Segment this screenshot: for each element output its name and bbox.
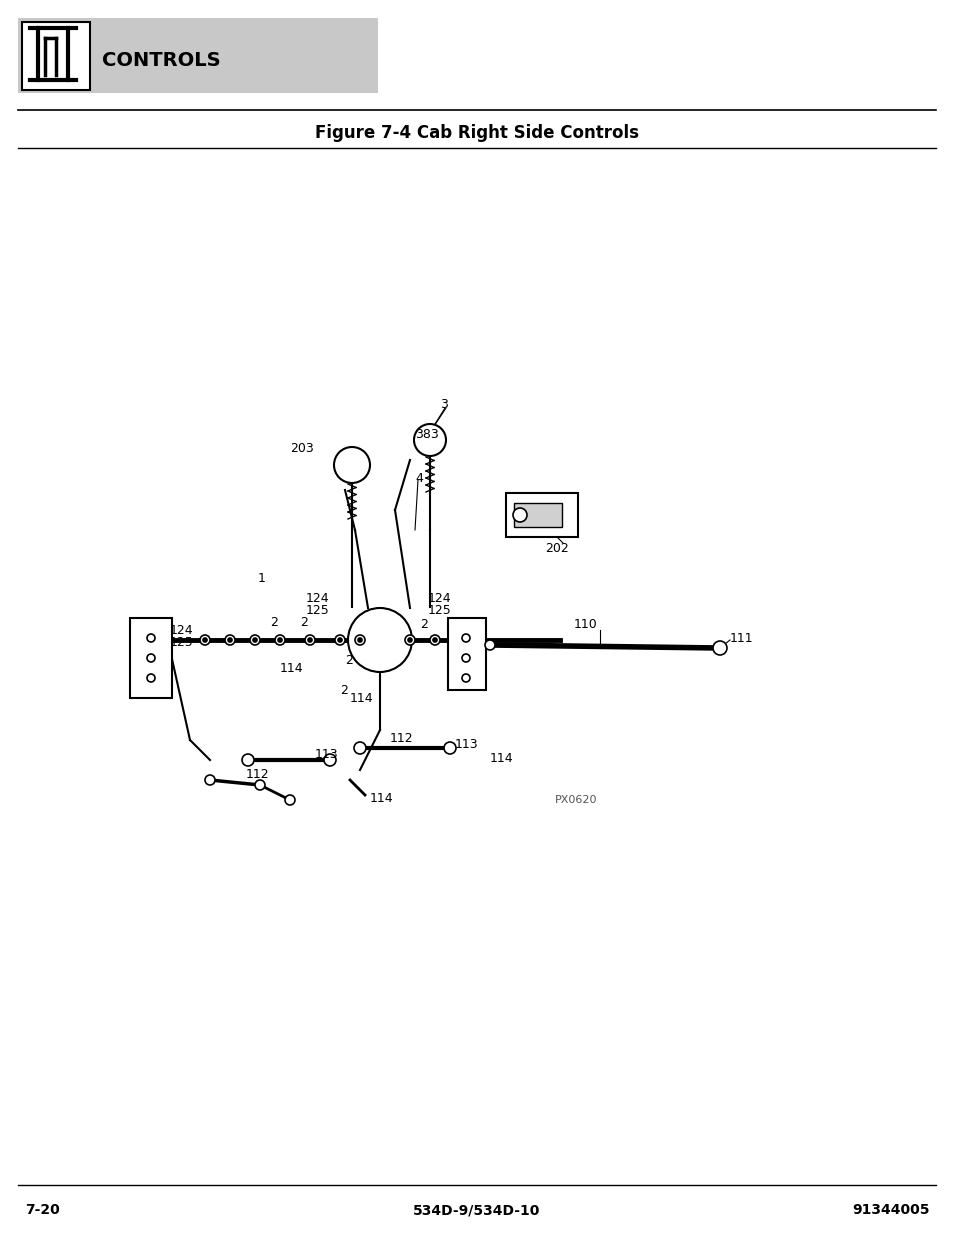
Circle shape — [461, 674, 470, 682]
Text: 2: 2 — [339, 683, 348, 697]
Text: 110: 110 — [574, 618, 598, 631]
Text: 1: 1 — [257, 572, 266, 584]
Text: 3: 3 — [439, 399, 447, 411]
Circle shape — [433, 638, 436, 642]
Circle shape — [250, 635, 260, 645]
Text: 114: 114 — [490, 752, 513, 764]
Text: 91344005: 91344005 — [852, 1203, 929, 1216]
Bar — [448, 618, 485, 690]
Bar — [130, 618, 172, 698]
Circle shape — [254, 781, 265, 790]
Text: Figure 7-4 Cab Right Side Controls: Figure 7-4 Cab Right Side Controls — [314, 124, 639, 142]
Circle shape — [205, 776, 214, 785]
Circle shape — [484, 640, 495, 650]
Text: 124: 124 — [170, 624, 193, 636]
Circle shape — [354, 742, 366, 755]
Circle shape — [712, 641, 726, 655]
Text: 202: 202 — [544, 541, 568, 555]
Circle shape — [357, 638, 361, 642]
Circle shape — [242, 755, 253, 766]
Circle shape — [228, 638, 232, 642]
Text: 111: 111 — [729, 631, 753, 645]
Circle shape — [324, 755, 335, 766]
Text: 112: 112 — [390, 731, 414, 745]
Circle shape — [405, 635, 415, 645]
Text: 125: 125 — [306, 604, 330, 616]
Text: 2: 2 — [419, 619, 428, 631]
Text: 124: 124 — [306, 592, 330, 604]
Text: 114: 114 — [280, 662, 303, 674]
Text: 203: 203 — [290, 441, 314, 454]
Text: 383: 383 — [415, 429, 438, 441]
Circle shape — [335, 635, 345, 645]
Circle shape — [334, 447, 370, 483]
Text: 125: 125 — [170, 636, 193, 648]
Circle shape — [200, 635, 210, 645]
Circle shape — [308, 638, 312, 642]
Text: 124: 124 — [428, 592, 451, 604]
Text: 113: 113 — [455, 739, 478, 752]
Circle shape — [414, 424, 446, 456]
Circle shape — [147, 674, 154, 682]
Circle shape — [355, 635, 365, 645]
Circle shape — [408, 638, 412, 642]
Circle shape — [348, 608, 412, 672]
Circle shape — [285, 795, 294, 805]
Text: 2: 2 — [270, 615, 277, 629]
Circle shape — [337, 638, 341, 642]
Circle shape — [461, 655, 470, 662]
Text: 114: 114 — [350, 692, 374, 704]
Text: PX0620: PX0620 — [555, 795, 597, 805]
Bar — [22, 22, 90, 90]
Text: CONTROLS: CONTROLS — [102, 52, 220, 70]
Text: 125: 125 — [428, 604, 452, 616]
Text: 7-20: 7-20 — [25, 1203, 60, 1216]
Circle shape — [513, 508, 526, 522]
Circle shape — [147, 634, 154, 642]
Circle shape — [305, 635, 314, 645]
Bar — [18, 19, 377, 93]
Text: 113: 113 — [314, 748, 338, 762]
Circle shape — [253, 638, 256, 642]
Text: 2: 2 — [299, 615, 308, 629]
Text: 4: 4 — [415, 472, 422, 484]
Text: 534D-9/534D-10: 534D-9/534D-10 — [413, 1203, 540, 1216]
Bar — [514, 503, 561, 527]
Circle shape — [147, 655, 154, 662]
Circle shape — [203, 638, 207, 642]
Text: 112: 112 — [246, 767, 270, 781]
Text: 2: 2 — [345, 653, 353, 667]
Bar — [505, 493, 578, 537]
Circle shape — [225, 635, 234, 645]
Text: 114: 114 — [370, 792, 394, 804]
Circle shape — [430, 635, 439, 645]
Circle shape — [461, 634, 470, 642]
Circle shape — [277, 638, 282, 642]
Circle shape — [443, 742, 456, 755]
Circle shape — [274, 635, 285, 645]
